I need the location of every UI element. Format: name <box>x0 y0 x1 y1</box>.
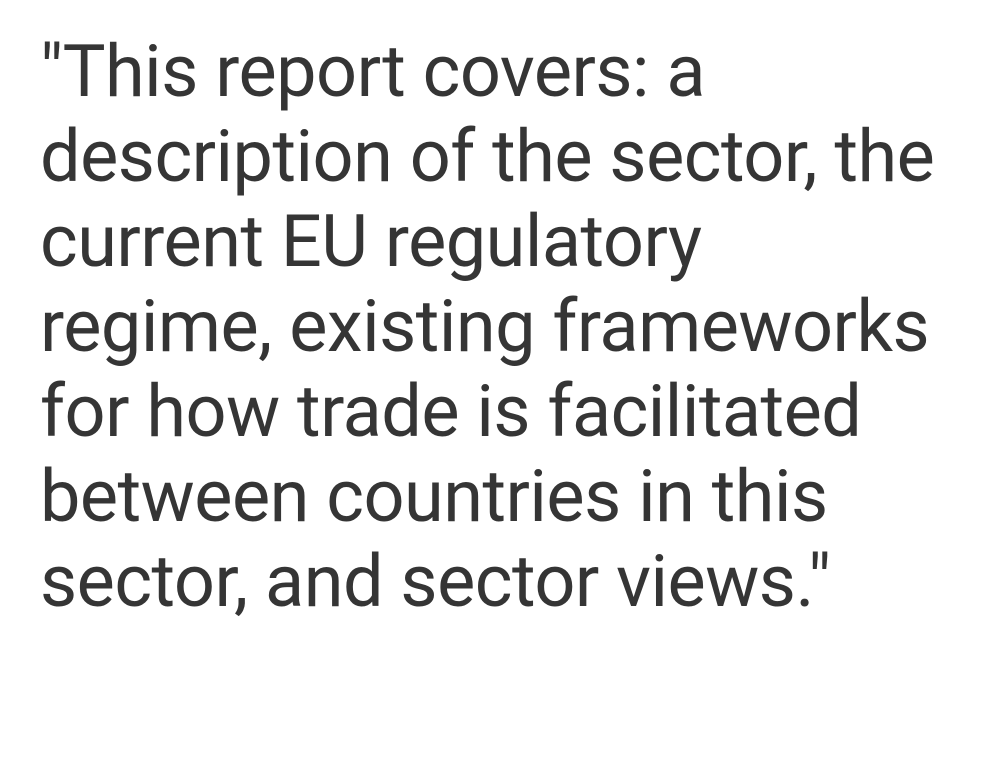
quote-paragraph: "This report covers: a description of th… <box>40 30 949 625</box>
